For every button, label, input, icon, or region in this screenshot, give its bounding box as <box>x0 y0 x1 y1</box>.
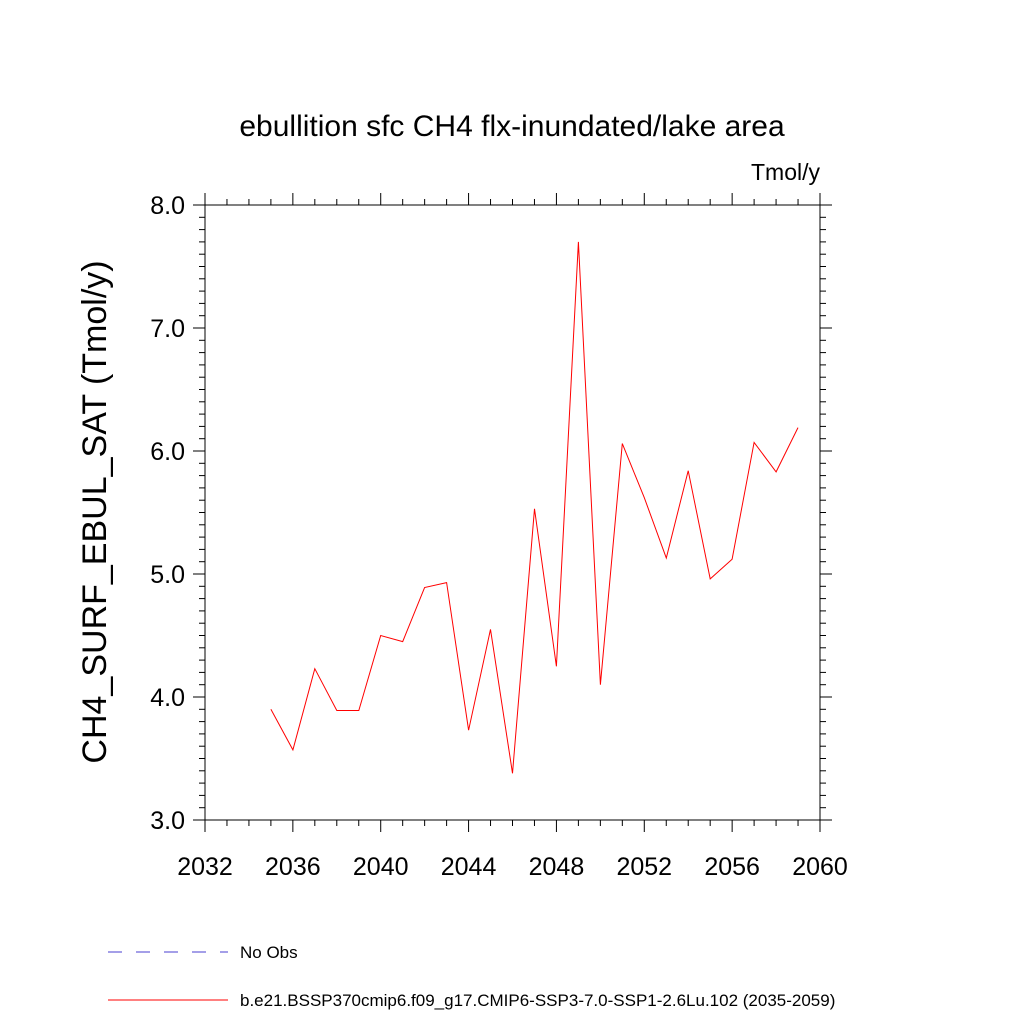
x-tick-label: 2060 <box>792 853 848 881</box>
x-tick-label: 2056 <box>704 853 760 881</box>
y-tick-label: 4.0 <box>150 684 185 712</box>
y-tick-label: 8.0 <box>150 192 185 220</box>
x-tick-label: 2044 <box>441 853 497 881</box>
x-tick-label: 2052 <box>616 853 672 881</box>
legend: No Obs b.e21.BSSP370cmip6.f09_g17.CMIP6-S… <box>108 943 835 1010</box>
y-tick-labels: 3.0 4.0 5.0 6.0 7.0 8.0 <box>150 192 185 835</box>
x-tick-label: 2036 <box>265 853 321 881</box>
legend-label-1: b.e21.BSSP370cmip6.f09_g17.CMIP6-SSP3-7.… <box>240 991 835 1010</box>
legend-label-0: No Obs <box>240 943 298 962</box>
y-axis-label: CH4_SURF_EBUL_SAT (Tmol/y) <box>76 260 114 763</box>
axis-ticks <box>193 193 832 832</box>
y-tick-label: 3.0 <box>150 807 185 835</box>
series-group <box>270 241 799 774</box>
y-tick-label: 6.0 <box>150 438 185 466</box>
units-label: Tmol/y <box>751 159 821 185</box>
y-tick-label: 7.0 <box>150 315 185 343</box>
plot-frame <box>204 204 821 821</box>
x-tick-label: 2040 <box>353 853 409 881</box>
x-tick-label: 2048 <box>529 853 585 881</box>
series-line-0 <box>270 241 799 774</box>
y-tick-label: 5.0 <box>150 561 185 589</box>
chart-title: ebullition sfc CH4 flx-inundated/lake ar… <box>239 110 785 143</box>
x-tick-labels: 2032 2036 2040 2044 2048 2052 2056 2060 <box>177 853 848 881</box>
x-tick-label: 2032 <box>177 853 233 881</box>
